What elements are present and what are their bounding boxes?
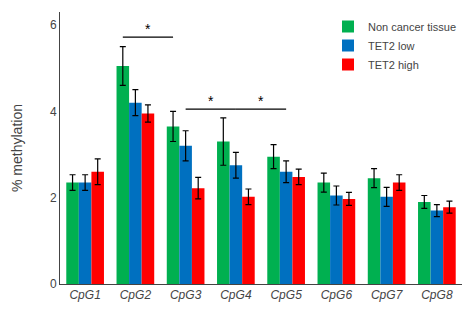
svg-text:*: * bbox=[208, 93, 214, 109]
svg-text:*: * bbox=[258, 93, 264, 109]
svg-text:CpG7: CpG7 bbox=[371, 288, 404, 302]
svg-text:0: 0 bbox=[50, 277, 57, 291]
svg-text:2: 2 bbox=[50, 191, 57, 205]
svg-text:CpG2: CpG2 bbox=[120, 288, 152, 302]
svg-text:% methylation: % methylation bbox=[9, 104, 25, 192]
svg-text:CpG4: CpG4 bbox=[220, 288, 252, 302]
svg-text:*: * bbox=[145, 21, 151, 37]
svg-text:CpG6: CpG6 bbox=[321, 288, 353, 302]
svg-text:4: 4 bbox=[50, 105, 57, 119]
svg-text:TET2 low: TET2 low bbox=[368, 40, 415, 52]
svg-text:6: 6 bbox=[50, 18, 57, 32]
svg-text:CpG8: CpG8 bbox=[421, 288, 453, 302]
svg-text:TET2 high: TET2 high bbox=[368, 59, 419, 71]
svg-text:Non cancer tissue: Non cancer tissue bbox=[368, 21, 456, 33]
svg-text:CpG1: CpG1 bbox=[69, 288, 100, 302]
svg-text:CpG3: CpG3 bbox=[170, 288, 202, 302]
svg-text:CpG5: CpG5 bbox=[270, 288, 302, 302]
